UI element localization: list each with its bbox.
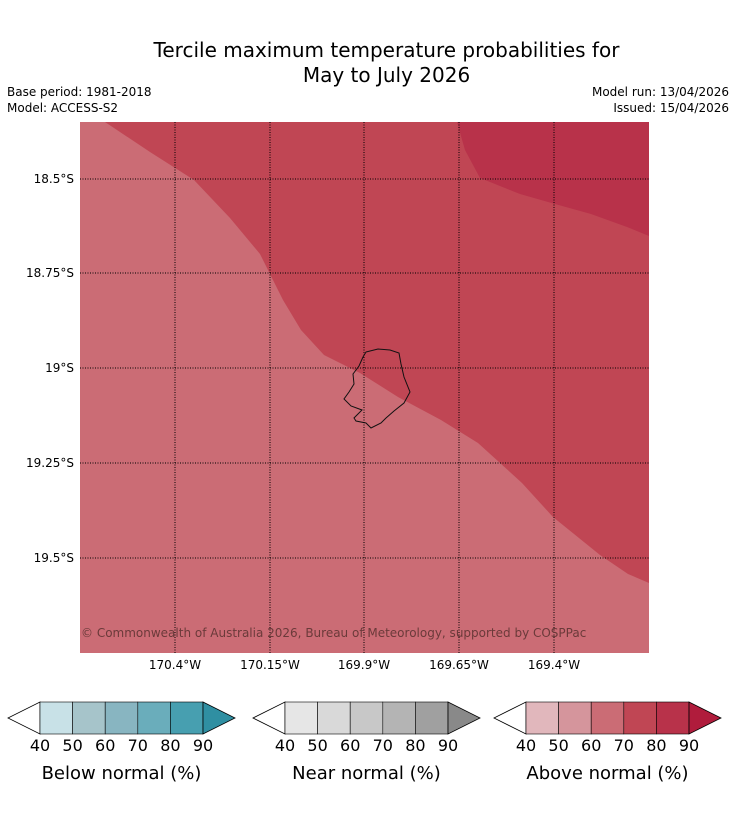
- colorbar-tick-label: 90: [679, 736, 699, 755]
- meta-left: Base period: 1981-2018 Model: ACCESS-S2: [7, 84, 152, 116]
- chart-title: Tercile maximum temperature probabilitie…: [0, 38, 736, 88]
- colorbar-segment: [39, 701, 73, 735]
- colorbar-segment: [590, 701, 625, 735]
- colorbar-tick-label: 90: [438, 736, 458, 755]
- model-name: Model: ACCESS-S2: [7, 101, 119, 115]
- colorbar-tick-label: 80: [646, 736, 666, 755]
- zone-above-70-80: [105, 122, 649, 583]
- colorbar-tick-label: 50: [548, 736, 568, 755]
- colorbar-segment: [623, 701, 657, 735]
- lat-label: 18.5°S: [34, 172, 74, 186]
- colorbar-tick-label: 60: [340, 736, 360, 755]
- colorbar-tick-label: 80: [160, 736, 180, 755]
- title-line-2: May to July 2026: [302, 63, 471, 87]
- colorbar-extension-low: [7, 701, 41, 735]
- colorbar-segment: [284, 701, 318, 735]
- map-panel: © Commonwealth of Australia 2026, Bureau…: [80, 122, 649, 653]
- colorbar-extension-high: [688, 701, 722, 735]
- below-normal-colorbar: 40 50 60 70 80 90 Below normal (%): [7, 701, 236, 784]
- base-period: Base period: 1981-2018: [7, 85, 152, 99]
- lat-label: 18.75°S: [26, 266, 74, 280]
- island-coastline: [343, 348, 411, 429]
- lon-label: 170.4°W: [149, 658, 201, 672]
- colorbar-segment: [72, 701, 106, 735]
- colorbar-tick-label: 70: [128, 736, 148, 755]
- colorbar-tick-label: 40: [516, 736, 536, 755]
- lat-label: 19.5°S: [34, 551, 74, 565]
- title-line-1: Tercile maximum temperature probabilitie…: [153, 38, 620, 62]
- lon-label: 169.4°W: [528, 658, 580, 672]
- lon-label: 170.15°W: [240, 658, 300, 672]
- colorbar-tick-label: 40: [275, 736, 295, 755]
- colorbar-segment: [382, 701, 416, 735]
- colorbar-tick-label: 60: [95, 736, 115, 755]
- lon-label: 169.9°W: [338, 658, 390, 672]
- model-run: Model run: 13/04/2026: [591, 85, 729, 99]
- colorbar-tick-label: 40: [30, 736, 50, 755]
- copyright-notice: © Commonwealth of Australia 2026, Bureau…: [81, 626, 586, 640]
- colorbar-segment: [656, 701, 690, 735]
- longitude-labels: 170.4°W 170.15°W 169.9°W 169.65°W 169.4°…: [149, 658, 580, 672]
- issued-date: Issued: 15/04/2026: [613, 101, 729, 115]
- colorbar-extension-high: [447, 701, 481, 735]
- colorbar-segment: [349, 701, 384, 735]
- colorbars: 40 50 60 70 80 90 Below normal (%) 40 50 60 70 80 90…: [7, 701, 722, 784]
- meta-right: Model run: 13/04/2026 Issued: 15/04/2026: [592, 84, 729, 116]
- colorbar-tick-label: 70: [373, 736, 393, 755]
- colorbar-segment: [317, 701, 351, 735]
- lat-label: 19.25°S: [26, 456, 74, 470]
- colorbar-tick-label: 70: [614, 736, 634, 755]
- colorbar-segment: [137, 701, 171, 735]
- lon-label: 169.65°W: [429, 658, 489, 672]
- gridlines: [80, 122, 649, 653]
- colorbar-title: Below normal (%): [42, 763, 202, 784]
- colorbar-segment: [170, 701, 204, 735]
- colorbar-tick-label: 90: [193, 736, 213, 755]
- above-normal-colorbar: 40 50 60 70 80 90 Above normal (%): [493, 701, 722, 784]
- colorbar-segment: [558, 701, 592, 735]
- latitude-labels: 18.5°S 18.75°S 19°S 19.25°S 19.5°S: [26, 172, 74, 565]
- colorbar-segment: [104, 701, 139, 735]
- colorbar-extension-low: [493, 701, 527, 735]
- colorbar-extension-low: [252, 701, 286, 735]
- colorbar-segment: [415, 701, 449, 735]
- colorbar-segment: [525, 701, 559, 735]
- colorbar-tick-label: 50: [62, 736, 82, 755]
- colorbar-tick-label: 50: [307, 736, 327, 755]
- colorbar-tick-label: 80: [405, 736, 425, 755]
- near-normal-colorbar: 40 50 60 70 80 90 Near normal (%): [252, 701, 481, 784]
- colorbar-tick-label: 60: [581, 736, 601, 755]
- colorbar-title: Near normal (%): [292, 763, 441, 784]
- lat-label: 19°S: [45, 361, 74, 375]
- colorbar-title: Above normal (%): [526, 763, 688, 784]
- colorbar-extension-high: [202, 701, 236, 735]
